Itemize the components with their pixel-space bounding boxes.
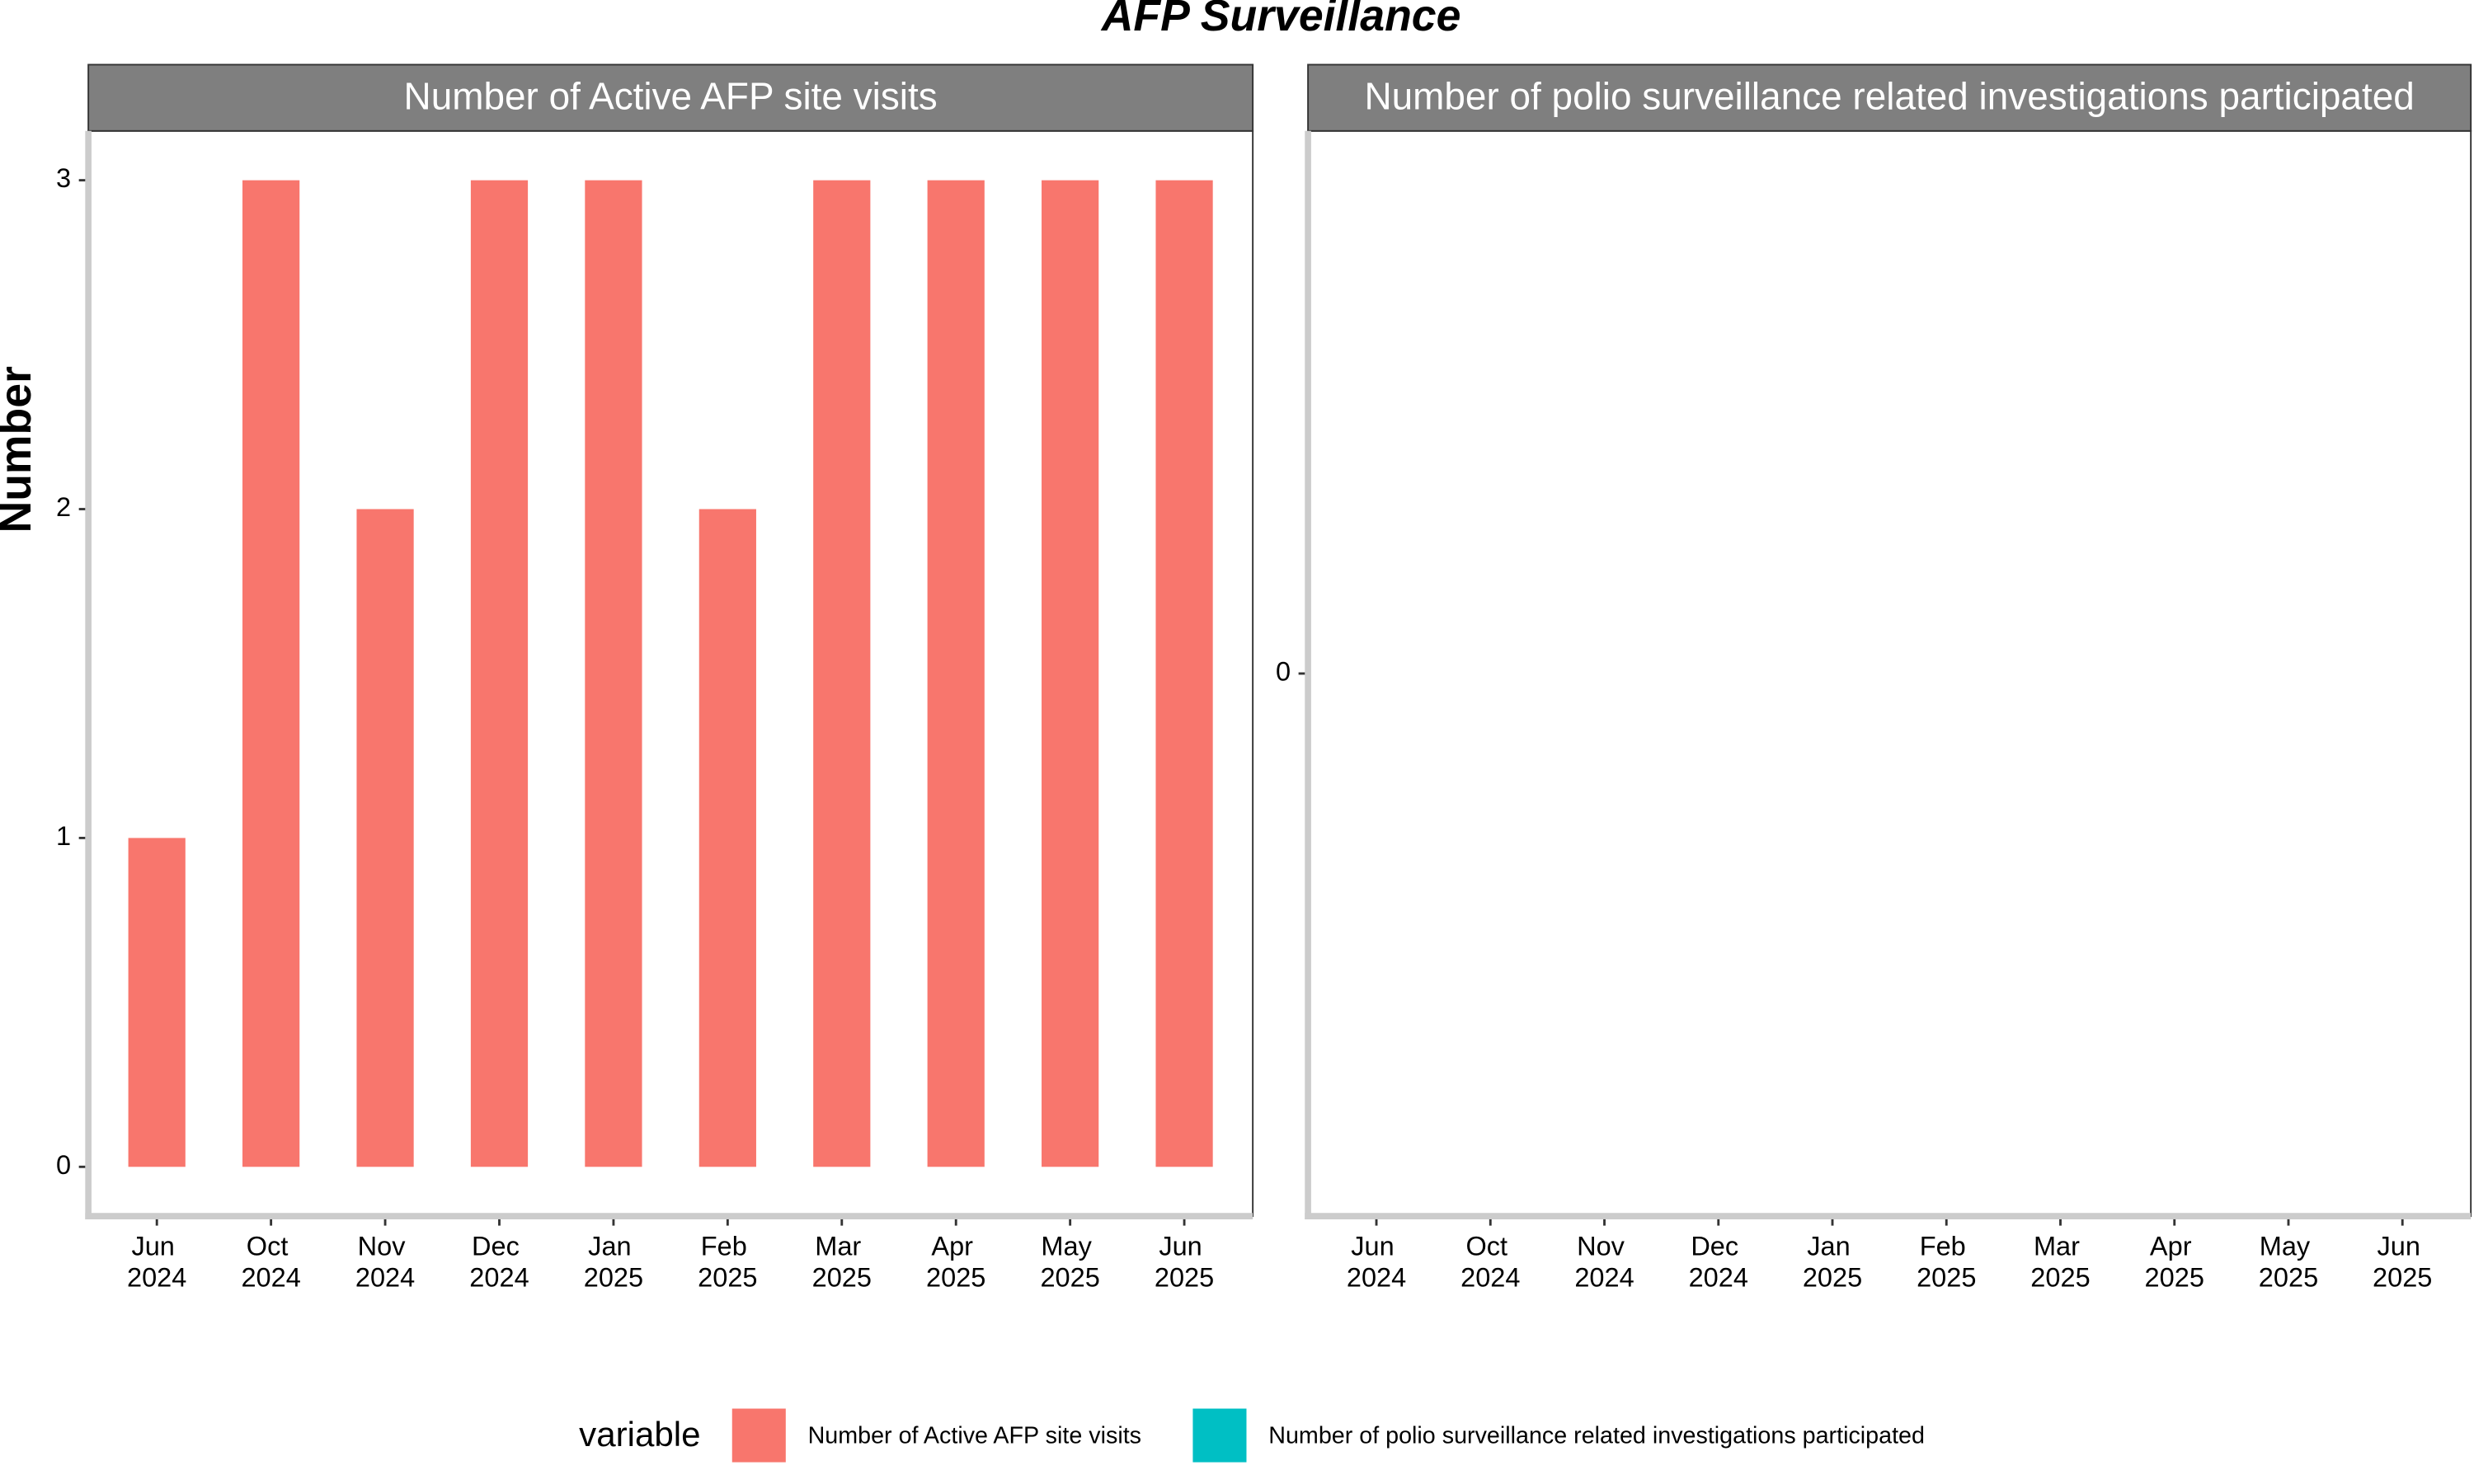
bar xyxy=(242,180,300,1167)
bar xyxy=(1042,180,1099,1167)
x-tick-label: Oct 2024 xyxy=(241,1231,300,1292)
strip xyxy=(1307,63,2472,132)
bar xyxy=(813,180,871,1167)
strip-label: Number of Active AFP site visits xyxy=(404,75,938,118)
bar xyxy=(698,509,756,1167)
x-tick-label: Jan 2025 xyxy=(1803,1231,1862,1292)
chart-title: AFP Surveillance xyxy=(1100,0,1461,40)
strip xyxy=(87,63,1254,132)
bar xyxy=(356,509,414,1167)
y-tick-label: 0 xyxy=(1276,657,1291,687)
x-tick-label: Mar 2025 xyxy=(2030,1231,2090,1292)
x-tick-label: Apr 2025 xyxy=(2145,1231,2204,1292)
legend-title: variable xyxy=(579,1415,700,1453)
x-tick-label: Jun 2024 xyxy=(1347,1231,1406,1292)
panel-border xyxy=(1307,129,2472,1218)
x-tick-label: Nov 2024 xyxy=(355,1231,415,1292)
bar xyxy=(927,180,985,1167)
x-tick-label: Feb 2025 xyxy=(698,1231,757,1292)
x-tick-label: May 2025 xyxy=(1040,1231,1099,1292)
x-tick-label: Dec 2024 xyxy=(1689,1231,1748,1292)
x-tick-label: Jan 2025 xyxy=(584,1231,643,1292)
x-tick-label: Nov 2024 xyxy=(1574,1231,1634,1292)
x-tick-label: Jun 2025 xyxy=(1155,1231,1214,1292)
x-tick-label: May 2025 xyxy=(2259,1231,2318,1292)
legend-key xyxy=(731,1408,786,1463)
bar xyxy=(1155,180,1213,1167)
legend-label: Number of Active AFP site visits xyxy=(808,1423,1141,1449)
y-tick-label: 3 xyxy=(56,163,71,193)
y-tick-label: 2 xyxy=(56,492,71,522)
bar xyxy=(585,180,642,1167)
x-tick-label: Jun 2024 xyxy=(127,1231,186,1292)
x-tick-label: Mar 2025 xyxy=(812,1231,872,1292)
legend-key xyxy=(1192,1408,1247,1463)
legend-label: Number of polio surveillance related inv… xyxy=(1268,1423,1925,1449)
x-tick-label: Feb 2025 xyxy=(1917,1231,1976,1292)
x-tick-label: Jun 2025 xyxy=(2373,1231,2432,1292)
x-tick-label: Oct 2024 xyxy=(1460,1231,1520,1292)
y-tick-label: 1 xyxy=(56,821,71,851)
bar xyxy=(470,180,529,1167)
y-tick-label: 0 xyxy=(56,1150,71,1180)
strip-label: Number of polio surveillance related inv… xyxy=(1364,75,2414,118)
x-tick-label: Apr 2025 xyxy=(926,1231,985,1292)
y-axis-label: Number xyxy=(0,366,40,533)
bar xyxy=(128,838,186,1167)
x-tick-label: Dec 2024 xyxy=(469,1231,529,1292)
